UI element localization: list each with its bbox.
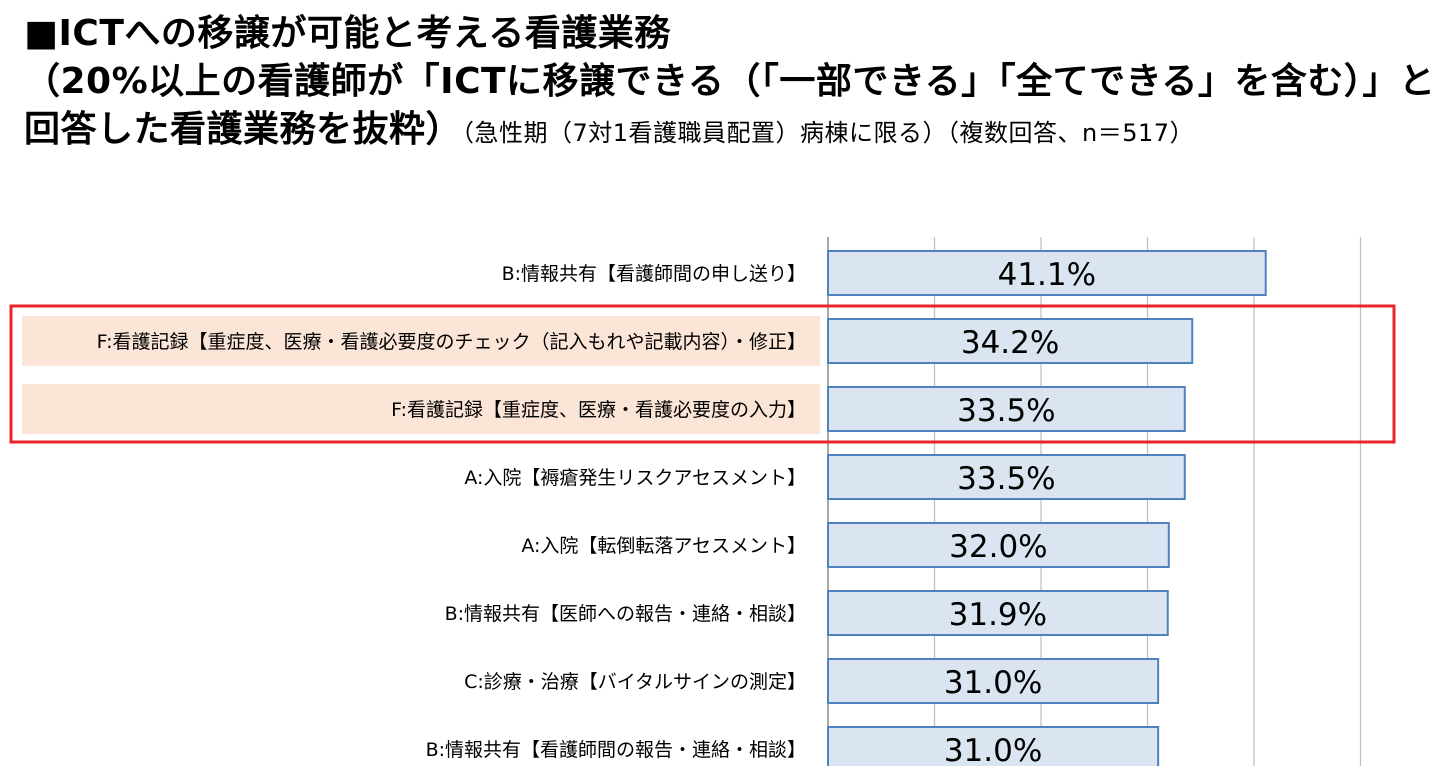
bar bbox=[827, 522, 1170, 568]
bar bbox=[827, 386, 1186, 432]
category-label: A:入院【転倒転落アセスメント】 bbox=[521, 535, 806, 557]
title-line-3: 回答した看護業務を抜粋）（急性期（7対1看護職員配置）病棟に限る）（複数回答、n… bbox=[24, 106, 1434, 157]
bar bbox=[827, 590, 1169, 636]
category-label: F:看護記録【重症度、医療・看護必要度のチェック（記入もれや記載内容）・修正】 bbox=[97, 331, 806, 353]
data-label: 33.5% bbox=[957, 461, 1055, 497]
highlight-frame bbox=[9, 304, 1396, 444]
title-line-3-note: （急性期（7対1看護職員配置）病棟に限る）（複数回答、n＝517） bbox=[462, 119, 1195, 147]
highlight-label-bg bbox=[22, 384, 820, 434]
data-label: 31.0% bbox=[944, 733, 1042, 766]
bar bbox=[827, 318, 1194, 364]
data-label: 34.2% bbox=[961, 325, 1059, 361]
title-line-2: （20%以上の看護師が「ICTに移譲できる（「一部できる」「全てできる」を含む）… bbox=[24, 61, 1436, 102]
category-label: B:情報共有【看護師間の申し送り】 bbox=[502, 263, 806, 285]
highlight-label-bg bbox=[22, 316, 820, 366]
category-label: B:情報共有【医師への報告・連絡・相談】 bbox=[445, 603, 806, 625]
category-label: C:診療・治療【バイタルサインの測定】 bbox=[464, 671, 806, 693]
category-label: A:入院【褥瘡発生リスクアセスメント】 bbox=[464, 467, 806, 489]
data-label: 33.5% bbox=[957, 393, 1055, 429]
bar bbox=[827, 726, 1160, 766]
title-line-1: ■ICTへの移譲が可能と考える看護業務 bbox=[24, 13, 671, 54]
category-label: B:情報共有【看護師間の報告・連絡・相談】 bbox=[426, 739, 806, 761]
title-line-3-main: 回答した看護業務を抜粋） bbox=[24, 109, 463, 150]
category-label: F:看護記録【重症度、医療・看護必要度の入力】 bbox=[391, 399, 806, 421]
data-label: 32.0% bbox=[949, 529, 1047, 565]
data-label: 41.1% bbox=[998, 257, 1096, 293]
title-block: ■ICTへの移譲が可能と考える看護業務 （20%以上の看護師が「ICTに移譲でき… bbox=[24, 10, 1436, 157]
data-label: 31.0% bbox=[944, 665, 1042, 701]
bar bbox=[827, 250, 1267, 296]
data-label: 31.9% bbox=[949, 597, 1047, 633]
bar bbox=[827, 454, 1186, 500]
bar bbox=[827, 658, 1160, 704]
